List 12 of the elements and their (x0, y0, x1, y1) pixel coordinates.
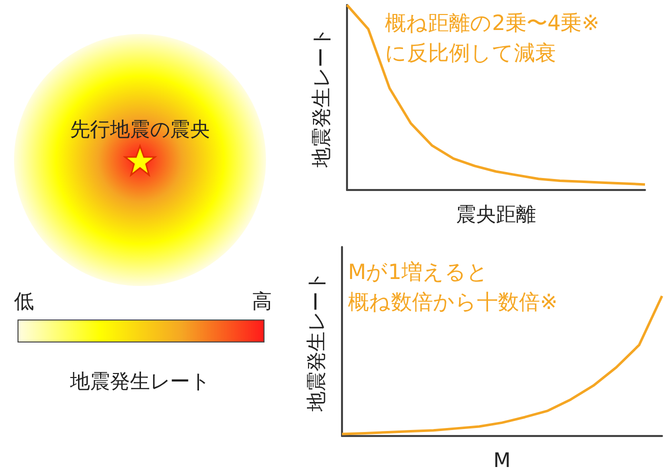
x-axis-title: 震央距離 (456, 202, 536, 226)
text: 低 (14, 289, 34, 313)
y-axis-title: 地震発生レート (304, 272, 328, 412)
annotation: 概ね数倍から十数倍※ (348, 290, 558, 314)
x-axis-title: M (493, 448, 511, 472)
text: Mが1増えると (348, 260, 488, 284)
text: 先行地震の震央 (70, 117, 210, 141)
y-axis-title: 地震発生レート (309, 28, 333, 168)
annotation: に反比例して減衰 (385, 41, 556, 65)
annotation: 概ね距離の2乗〜4乗※ (385, 11, 600, 35)
color-bar-title: 地震発生レート (69, 369, 210, 393)
text: 高 (252, 289, 272, 313)
